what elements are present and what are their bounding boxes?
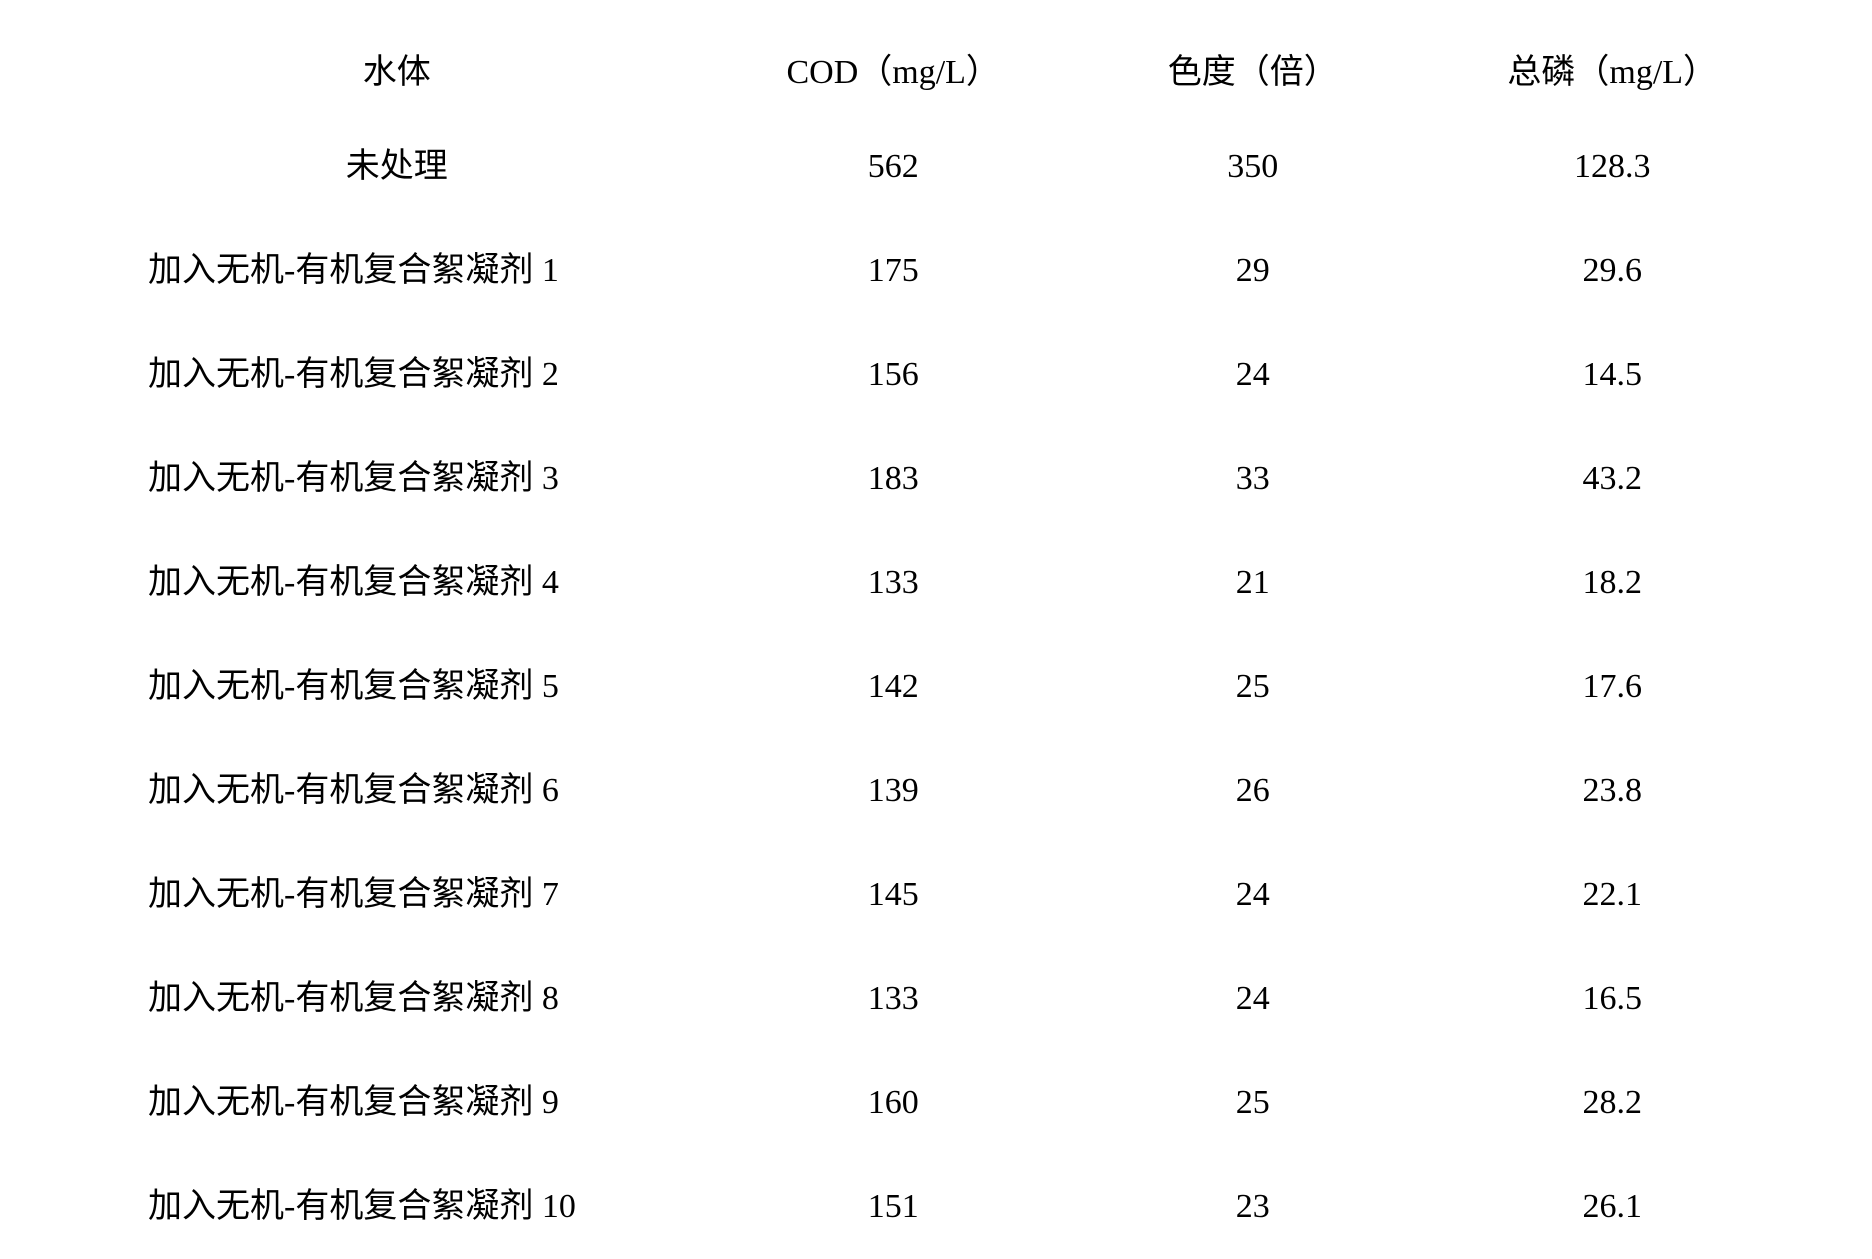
cell-water: 加入无机-有机复合絮凝剂 9 (80, 1051, 713, 1155)
cell-cod: 139 (713, 739, 1073, 843)
cell-water: 加入无机-有机复合絮凝剂 4 (80, 531, 713, 635)
table-row: 加入无机-有机复合絮凝剂 4 133 21 18.2 (80, 531, 1792, 635)
table-row: 加入无机-有机复合絮凝剂 10 151 23 26.1 (80, 1155, 1792, 1259)
data-table-container: 水体 COD（mg/L） 色度（倍） 总磷（mg/L） 未处理 562 350 … (80, 30, 1792, 1259)
cell-chroma: 29 (1073, 219, 1433, 323)
water-treatment-table: 水体 COD（mg/L） 色度（倍） 总磷（mg/L） 未处理 562 350 … (80, 30, 1792, 1259)
header-chroma: 色度（倍） (1073, 30, 1433, 115)
cell-chroma: 24 (1073, 843, 1433, 947)
cell-phosphorus: 17.6 (1432, 635, 1792, 739)
table-row: 加入无机-有机复合絮凝剂 8 133 24 16.5 (80, 947, 1792, 1051)
table-row: 未处理 562 350 128.3 (80, 115, 1792, 219)
header-cod: COD（mg/L） (713, 30, 1073, 115)
cell-water: 加入无机-有机复合絮凝剂 10 (80, 1155, 713, 1259)
cell-water: 加入无机-有机复合絮凝剂 5 (80, 635, 713, 739)
cell-phosphorus: 18.2 (1432, 531, 1792, 635)
cell-phosphorus: 22.1 (1432, 843, 1792, 947)
header-water: 水体 (80, 30, 713, 115)
cell-water: 未处理 (80, 115, 713, 219)
cell-cod: 145 (713, 843, 1073, 947)
table-row: 加入无机-有机复合絮凝剂 6 139 26 23.8 (80, 739, 1792, 843)
cell-chroma: 33 (1073, 427, 1433, 531)
table-row: 加入无机-有机复合絮凝剂 3 183 33 43.2 (80, 427, 1792, 531)
cell-cod: 175 (713, 219, 1073, 323)
cell-cod: 133 (713, 531, 1073, 635)
cell-cod: 562 (713, 115, 1073, 219)
cell-phosphorus: 26.1 (1432, 1155, 1792, 1259)
cell-phosphorus: 16.5 (1432, 947, 1792, 1051)
cell-phosphorus: 128.3 (1432, 115, 1792, 219)
table-body: 未处理 562 350 128.3 加入无机-有机复合絮凝剂 1 175 29 … (80, 115, 1792, 1259)
cell-chroma: 25 (1073, 635, 1433, 739)
cell-chroma: 350 (1073, 115, 1433, 219)
cell-cod: 183 (713, 427, 1073, 531)
cell-water: 加入无机-有机复合絮凝剂 1 (80, 219, 713, 323)
cell-phosphorus: 14.5 (1432, 323, 1792, 427)
cell-phosphorus: 43.2 (1432, 427, 1792, 531)
cell-phosphorus: 23.8 (1432, 739, 1792, 843)
cell-chroma: 25 (1073, 1051, 1433, 1155)
table-row: 加入无机-有机复合絮凝剂 7 145 24 22.1 (80, 843, 1792, 947)
header-phosphorus: 总磷（mg/L） (1432, 30, 1792, 115)
table-row: 加入无机-有机复合絮凝剂 2 156 24 14.5 (80, 323, 1792, 427)
cell-cod: 151 (713, 1155, 1073, 1259)
cell-chroma: 24 (1073, 323, 1433, 427)
cell-cod: 142 (713, 635, 1073, 739)
cell-phosphorus: 29.6 (1432, 219, 1792, 323)
cell-cod: 160 (713, 1051, 1073, 1155)
cell-chroma: 26 (1073, 739, 1433, 843)
table-row: 加入无机-有机复合絮凝剂 1 175 29 29.6 (80, 219, 1792, 323)
table-header: 水体 COD（mg/L） 色度（倍） 总磷（mg/L） (80, 30, 1792, 115)
cell-chroma: 21 (1073, 531, 1433, 635)
cell-cod: 156 (713, 323, 1073, 427)
cell-chroma: 24 (1073, 947, 1433, 1051)
cell-water: 加入无机-有机复合絮凝剂 7 (80, 843, 713, 947)
table-row: 加入无机-有机复合絮凝剂 5 142 25 17.6 (80, 635, 1792, 739)
cell-chroma: 23 (1073, 1155, 1433, 1259)
table-header-row: 水体 COD（mg/L） 色度（倍） 总磷（mg/L） (80, 30, 1792, 115)
cell-water: 加入无机-有机复合絮凝剂 3 (80, 427, 713, 531)
cell-water: 加入无机-有机复合絮凝剂 6 (80, 739, 713, 843)
cell-phosphorus: 28.2 (1432, 1051, 1792, 1155)
cell-cod: 133 (713, 947, 1073, 1051)
cell-water: 加入无机-有机复合絮凝剂 8 (80, 947, 713, 1051)
cell-water: 加入无机-有机复合絮凝剂 2 (80, 323, 713, 427)
table-row: 加入无机-有机复合絮凝剂 9 160 25 28.2 (80, 1051, 1792, 1155)
